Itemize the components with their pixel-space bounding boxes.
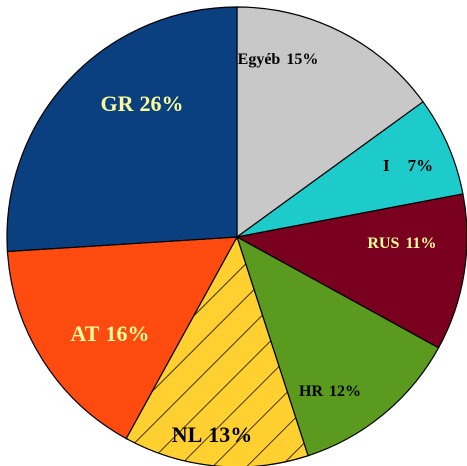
slice-label: NL 13%	[172, 422, 253, 447]
slice-category: Egyéb	[238, 51, 281, 68]
slice-label: RUS 11%	[367, 235, 436, 252]
slice-value: 11%	[405, 235, 436, 252]
slice-category: NL	[172, 422, 203, 447]
pie-slice	[236, 6, 424, 239]
slice-value: 7%	[408, 156, 434, 175]
slice-value: 13%	[208, 422, 252, 447]
slice-label: GR 26%	[101, 91, 184, 116]
slice-category: RUS	[367, 235, 399, 252]
slice-value: 12%	[329, 383, 361, 400]
slice-label: AT 16%	[71, 321, 150, 346]
slice-value: 15%	[286, 51, 318, 68]
pie-slice	[6, 6, 238, 253]
slice-label: Egyéb 15%	[238, 51, 319, 68]
slice-label: HR 12%	[299, 383, 361, 400]
pie-slice	[235, 235, 440, 457]
slice-value: 26%	[140, 91, 184, 116]
slice-category: I	[383, 156, 390, 175]
slice-label: I 7%	[383, 156, 433, 175]
slice-value: 16%	[105, 321, 149, 346]
pie-slice	[235, 193, 467, 349]
slice-category: HR	[299, 383, 323, 400]
slice-category: GR	[101, 91, 135, 116]
slice-category: AT	[71, 321, 100, 346]
pie-slice	[236, 100, 464, 238]
pie-slice	[6, 236, 239, 440]
